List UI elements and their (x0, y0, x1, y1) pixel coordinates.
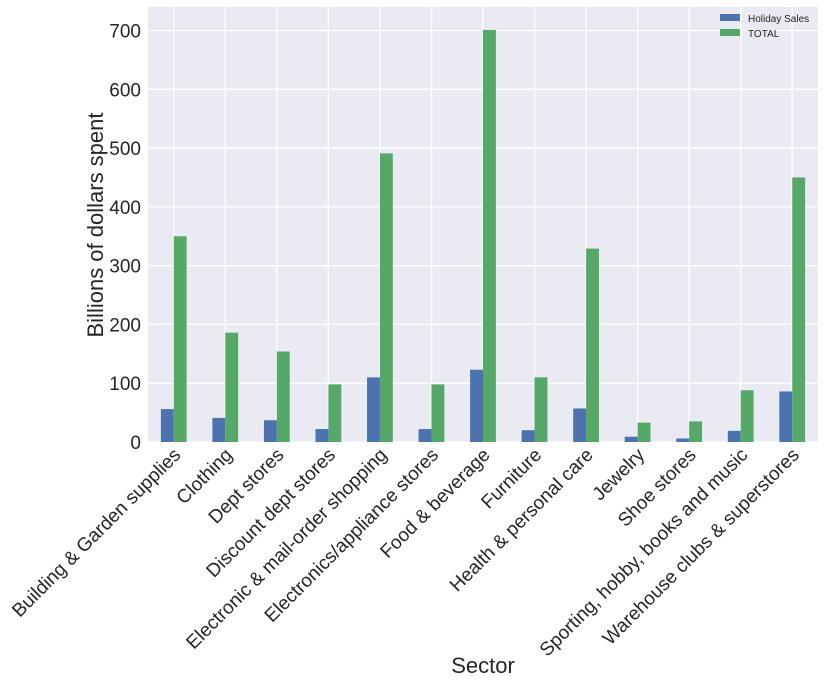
y-tick-label: 700 (109, 22, 141, 43)
x-axis-title: Sector (451, 653, 515, 678)
bar-holiday-sales (263, 420, 277, 442)
bar-holiday-sales (676, 438, 690, 442)
bar-holiday-sales (367, 377, 380, 442)
y-tick-labels: 0 100 200 300 400 500 600 700 (109, 22, 141, 454)
legend-label: TOTAL (748, 29, 780, 40)
x-tick-label: Building & Garden supplies (8, 445, 185, 622)
bar-total (534, 377, 548, 442)
bar-holiday-sales (315, 429, 329, 442)
bar-total (431, 384, 445, 442)
bars (160, 29, 806, 443)
y-tick-label: 100 (109, 374, 141, 395)
bar-holiday-sales (470, 369, 483, 442)
legend: Holiday Sales TOTAL (720, 14, 809, 40)
bar-holiday-sales (160, 409, 174, 442)
bar-total (586, 248, 599, 442)
y-tick-label: 0 (130, 433, 141, 454)
bar-holiday-sales (418, 429, 432, 442)
bar-total (792, 177, 806, 443)
y-tick-label: 400 (109, 198, 141, 219)
bar-total (276, 351, 290, 442)
bar-holiday-sales (727, 430, 741, 442)
bar-holiday-sales (521, 430, 535, 442)
legend-swatch (720, 14, 740, 21)
bar-total (689, 421, 703, 442)
bar-holiday-sales (779, 391, 793, 442)
bar-total (637, 422, 651, 442)
bar-holiday-sales (624, 436, 638, 442)
bar-holiday-sales (573, 408, 587, 442)
y-tick-label: 300 (109, 257, 141, 278)
y-tick-label: 600 (109, 80, 141, 101)
y-tick-label: 500 (109, 139, 141, 160)
bar-total (173, 236, 187, 442)
bar-total (328, 384, 342, 442)
legend-label: Holiday Sales (748, 14, 809, 25)
bar-total (225, 332, 239, 442)
bar-total (483, 29, 496, 442)
bar-total (379, 153, 393, 442)
bar-total (740, 390, 754, 442)
legend-swatch (720, 29, 740, 36)
y-tick-label: 200 (109, 315, 141, 336)
y-axis-title: Billions of dollars spent (83, 112, 108, 337)
bar-holiday-sales (212, 417, 226, 442)
